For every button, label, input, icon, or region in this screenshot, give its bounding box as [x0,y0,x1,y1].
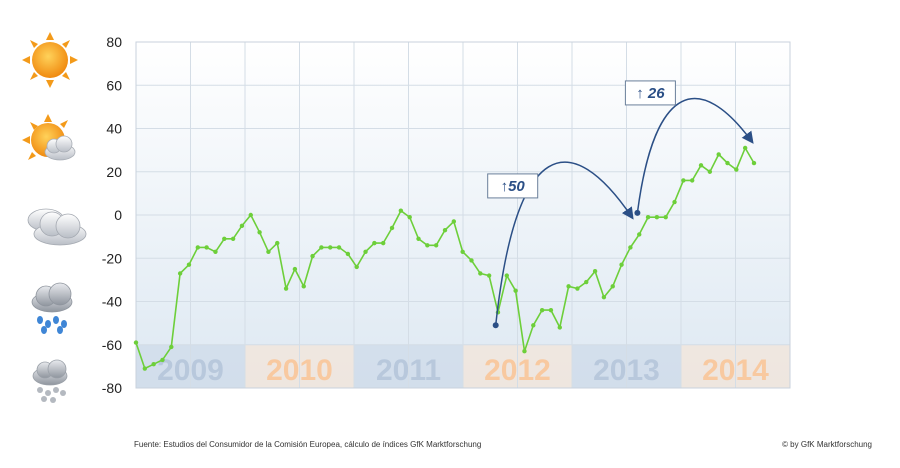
data-point [725,160,730,166]
data-point [716,152,721,157]
data-point [734,167,739,172]
data-point [142,366,148,371]
annotation-start-point [492,322,499,329]
data-point [177,271,183,276]
data-point [186,262,192,267]
data-point [319,245,324,250]
y-tick-label: 80 [106,34,122,50]
data-point [575,286,580,291]
data-point [301,284,306,289]
data-point [654,214,660,220]
data-point [345,251,351,257]
data-point [283,286,289,291]
data-point [213,249,218,254]
annotation-start-point [634,209,641,216]
data-point [513,288,518,293]
data-point [442,227,448,233]
copyright-note: © by GfK Marktforschung [782,440,872,449]
data-point [372,240,377,246]
annotation-arrow [636,97,754,213]
data-point [637,232,642,237]
data-point [195,245,200,250]
data-point [645,214,651,220]
data-point [451,219,457,224]
data-point [239,223,245,229]
annotation-label: ↑ 26 [636,85,665,102]
data-point [160,357,165,363]
data-point [672,199,677,205]
annotation-box [487,173,539,199]
data-point [469,258,474,263]
data-point [204,245,209,250]
sun-cloud-icon [22,114,76,161]
data-point [557,325,562,330]
data-series [133,145,757,371]
data-point [751,160,757,166]
data-point [486,273,492,278]
data-point [504,273,509,278]
data-point [584,279,589,285]
data-point [407,214,412,220]
data-point [292,266,298,272]
y-axis: 80 60 40 20 0 -20 -40 -60 -80 [102,34,122,396]
data-point [336,245,342,250]
data-point [257,230,262,235]
data-point [690,178,695,183]
y-tick-label: -40 [102,294,122,310]
data-point [531,323,536,328]
data-point [354,264,359,270]
data-point [566,284,571,289]
annotation-label: ↑50 [501,178,526,195]
data-point [169,344,174,350]
data-point [151,362,156,367]
cloud-icon [27,208,87,246]
data-point [601,294,607,300]
data-point [222,236,227,241]
data-point [248,212,253,218]
y-tick-label: 0 [114,207,122,223]
data-point [460,249,465,254]
annotation-arrow [494,161,634,326]
data-point [522,349,527,354]
data-point [619,262,624,267]
annotations: ↑50 ↑ 26 [487,80,754,329]
y-tick-label: 60 [106,77,122,93]
data-point [398,208,404,213]
data-point [742,145,748,151]
data-point [363,249,368,254]
sun-icon [22,32,78,88]
data-point [478,271,483,276]
y-tick-label: 40 [106,121,122,137]
data-point [663,214,668,220]
data-point [230,236,236,241]
source-note: Fuente: Estudios del Consumidor de la Co… [134,440,482,449]
data-point [628,245,633,250]
data-point [266,249,271,254]
plot-border [135,41,791,389]
data-point [698,163,704,168]
data-point [328,245,333,250]
data-point [416,236,421,241]
data-point [389,225,395,231]
y-tick-label: -80 [102,380,122,396]
data-point [133,340,139,345]
data-point [610,284,615,289]
data-point [310,253,315,259]
data-point [539,307,545,313]
y-tick-label: -20 [102,250,122,266]
data-point [381,240,386,246]
data-point [707,169,713,174]
snow-cloud-icon [32,359,68,403]
annotation-box [624,80,676,106]
data-point [425,243,430,248]
rain-cloud-icon [31,282,73,334]
y-tick-label: -60 [102,337,122,353]
data-point [548,307,554,313]
y-tick-label: 20 [106,164,122,180]
data-point [275,240,280,246]
data-point [433,243,439,248]
data-point [592,269,598,274]
data-point [681,178,686,183]
